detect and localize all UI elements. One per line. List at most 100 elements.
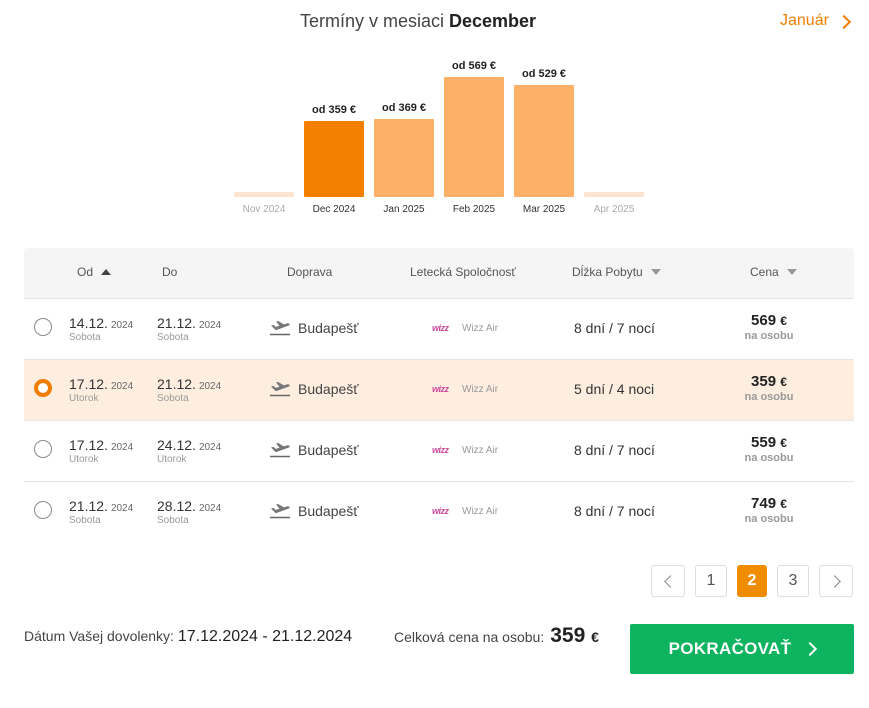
row-price-per-person: na osobu — [744, 513, 794, 525]
title-month: December — [449, 11, 537, 31]
plane-departure-icon — [269, 442, 291, 463]
row-price-amount: 359 — [751, 373, 777, 390]
chart-bar-2[interactable] — [374, 119, 434, 197]
page-button-1[interactable]: 1 — [695, 565, 727, 597]
chart-category-label-0: Nov 2024 — [242, 204, 286, 215]
next-month-link[interactable]: Január — [780, 12, 851, 30]
total-price-label: Celková cena na osobu: — [394, 629, 545, 645]
row-price: 749 € na osobu — [724, 495, 814, 525]
row-price-amount: 569 — [751, 312, 777, 329]
row-airline: Wizz Air — [462, 323, 499, 334]
col-header-od[interactable]: Od — [77, 265, 112, 279]
row-date-from: 14.12. 2024 Sobota — [69, 315, 133, 343]
row-destination: Budapešť — [298, 442, 359, 458]
chart-bar-5 — [584, 192, 644, 197]
col-header-price[interactable]: Cena — [750, 265, 797, 279]
row-radio[interactable] — [34, 379, 52, 397]
continue-button[interactable]: POKRAČOVAŤ — [630, 624, 854, 674]
row-destination: Budapešť — [298, 381, 359, 397]
row-date-to-year: 2024 — [198, 381, 222, 392]
airline-logo: wizz — [432, 445, 449, 455]
row-radio[interactable] — [34, 440, 52, 458]
row-radio[interactable] — [34, 501, 52, 519]
row-price-per-person: na osobu — [744, 391, 794, 403]
row-price-currency: € — [780, 497, 787, 511]
next-page-button[interactable] — [819, 565, 853, 597]
row-radio[interactable] — [34, 318, 52, 336]
prev-page-button[interactable] — [651, 565, 685, 597]
col-header-airline: Letecká Spoločnosť — [410, 265, 516, 279]
col-header-do-label: Do — [162, 265, 178, 279]
row-date-to-year: 2024 — [198, 503, 222, 514]
chart-bar-1[interactable] — [304, 121, 364, 197]
table-row[interactable]: 21.12. 2024 Sobota 28.12. 2024 Sobota Budapešť… — [24, 481, 854, 542]
row-stay-length: 8 dní / 7 nocí — [574, 503, 655, 519]
row-price-amount: 749 — [751, 495, 777, 512]
row-destination: Budapešť — [298, 320, 359, 336]
row-price-currency: € — [780, 375, 787, 389]
row-stay-length: 5 dní / 4 noci — [574, 381, 655, 397]
page-button-3[interactable]: 3 — [777, 565, 809, 597]
airline-logo: wizz — [432, 506, 449, 516]
chart-category-label-5: Apr 2025 — [593, 204, 635, 215]
page-title: Termíny v mesiaci December — [0, 11, 836, 32]
chart-category-label-1: Dec 2024 — [312, 204, 356, 215]
col-header-airline-label: Letecká Spoločnosť — [410, 265, 516, 279]
row-date-to: 24.12. 2024 Utorok — [157, 437, 221, 465]
table-row[interactable]: 14.12. 2024 Sobota 21.12. 2024 Sobota Budapešť… — [24, 298, 854, 359]
row-price: 559 € na osobu — [724, 434, 814, 464]
chart-bar-4[interactable] — [514, 85, 574, 197]
vacation-date-label: Dátum Vašej dovolenky: — [24, 628, 174, 644]
row-airline: Wizz Air — [462, 506, 499, 517]
airline-logo: wizz — [432, 384, 449, 394]
row-destination: Budapešť — [298, 503, 359, 519]
continue-button-label: POKRAČOVAŤ — [668, 639, 792, 658]
row-price: 569 € na osobu — [724, 312, 814, 342]
title-prefix: Termíny v mesiaci — [299, 11, 444, 31]
plane-departure-icon — [269, 320, 291, 341]
col-header-doprava-label: Doprava — [287, 265, 333, 279]
row-airline: Wizz Air — [462, 445, 499, 456]
table-row[interactable]: 17.12. 2024 Utorok 21.12. 2024 Sobota Budapešť… — [24, 359, 854, 420]
row-date-from-weekday: Sobota — [69, 515, 101, 526]
month-price-chart: Nov 2024 od 359 € Dec 2024 od 369 € Jan 2025… — [0, 0, 869, 230]
row-date-to: 21.12. 2024 Sobota — [157, 376, 221, 404]
plane-departure-icon — [269, 381, 291, 402]
table-row[interactable]: 17.12. 2024 Utorok 24.12. 2024 Utorok Budapešť… — [24, 420, 854, 481]
chevron-right-icon — [827, 574, 841, 588]
sort-desc-icon — [650, 269, 661, 275]
row-date-from-day: 17.12. — [69, 437, 108, 453]
row-date-to-year: 2024 — [198, 320, 222, 331]
chart-bar-0 — [234, 192, 294, 197]
col-header-od-label: Od — [77, 265, 94, 279]
row-stay-length: 8 dní / 7 nocí — [574, 442, 655, 458]
plane-departure-icon — [269, 503, 291, 524]
page-button-2[interactable]: 2 — [737, 565, 767, 597]
row-price-currency: € — [780, 314, 787, 328]
total-price-value: 359 € — [550, 624, 599, 648]
row-date-from-day: 21.12. — [69, 498, 108, 514]
row-price-currency: € — [780, 436, 787, 450]
row-price: 359 € na osobu — [724, 373, 814, 403]
col-header-price-label: Cena — [750, 265, 779, 279]
row-date-to-day: 28.12. — [157, 498, 196, 514]
vacation-date: Dátum Vašej dovolenky: 17.12.2024 - 21.1… — [24, 628, 352, 646]
table-body: 14.12. 2024 Sobota 21.12. 2024 Sobota Budapešť… — [24, 298, 854, 542]
row-date-to-weekday: Utorok — [157, 454, 187, 465]
chart-bar-3[interactable] — [444, 77, 504, 197]
chart-category-label-3: Feb 2025 — [452, 204, 496, 215]
row-date-from-weekday: Utorok — [69, 393, 99, 404]
col-header-stay[interactable]: Dĺžka Pobytu — [572, 265, 661, 279]
chart-price-label-1: od 359 € — [311, 104, 357, 116]
row-date-from-day: 17.12. — [69, 376, 108, 392]
total-price: Celková cena na osobu: 359 € — [394, 624, 599, 648]
row-date-to-weekday: Sobota — [157, 515, 189, 526]
col-header-do: Do — [162, 265, 177, 279]
row-date-from-day: 14.12. — [69, 315, 108, 331]
row-date-to: 28.12. 2024 Sobota — [157, 498, 221, 526]
vacation-date-value: 17.12.2024 - 21.12.2024 — [177, 628, 353, 645]
row-date-from-year: 2024 — [110, 381, 134, 392]
row-price-per-person: na osobu — [744, 452, 794, 464]
chart-price-label-4: od 529 € — [521, 68, 567, 80]
sort-asc-icon — [101, 269, 112, 275]
